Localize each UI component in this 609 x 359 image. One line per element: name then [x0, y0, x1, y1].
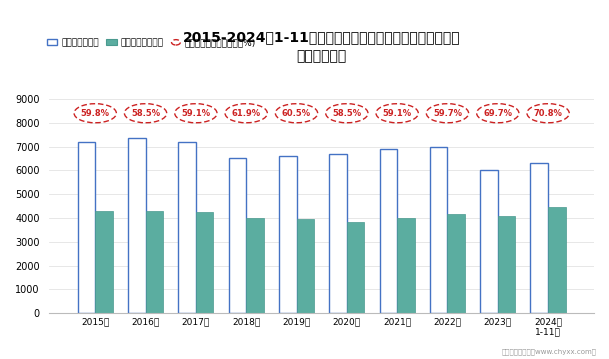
Bar — [297, 219, 314, 313]
Bar — [498, 216, 515, 313]
Bar — [530, 163, 548, 313]
Text: 70.8%: 70.8% — [533, 109, 563, 118]
Bar — [397, 218, 415, 313]
Bar — [196, 212, 214, 313]
Bar — [430, 146, 448, 313]
Text: 制图：智研咨询（www.chyxx.com）: 制图：智研咨询（www.chyxx.com） — [502, 349, 597, 355]
Text: 60.5%: 60.5% — [282, 109, 311, 118]
Bar — [246, 218, 264, 313]
Bar — [178, 142, 196, 313]
Bar — [480, 171, 498, 313]
Title: 2015-2024年1-11月皮革、毛皮、羽毛及其制品和制鞋业企
业资产统计图: 2015-2024年1-11月皮革、毛皮、羽毛及其制品和制鞋业企 业资产统计图 — [183, 31, 460, 63]
Bar — [128, 138, 146, 313]
Bar — [379, 149, 397, 313]
Text: 59.7%: 59.7% — [433, 109, 462, 118]
Bar — [228, 158, 246, 313]
Bar — [448, 214, 465, 313]
Bar — [279, 156, 297, 313]
Legend: 总资产（亿元）, 流动资产（亿元）, 流动资产占总资产比率（%): 总资产（亿元）, 流动资产（亿元）, 流动资产占总资产比率（%) — [43, 35, 260, 51]
Text: 59.1%: 59.1% — [181, 109, 211, 118]
Text: 59.1%: 59.1% — [382, 109, 412, 118]
Text: 59.8%: 59.8% — [81, 109, 110, 118]
Bar — [329, 154, 347, 313]
Bar — [77, 142, 95, 313]
Text: 58.5%: 58.5% — [333, 109, 361, 118]
Bar — [548, 207, 566, 313]
Text: 58.5%: 58.5% — [131, 109, 160, 118]
Text: 69.7%: 69.7% — [484, 109, 512, 118]
Text: 61.9%: 61.9% — [231, 109, 261, 118]
Bar — [146, 211, 163, 313]
Bar — [95, 211, 113, 313]
Bar — [347, 222, 364, 313]
